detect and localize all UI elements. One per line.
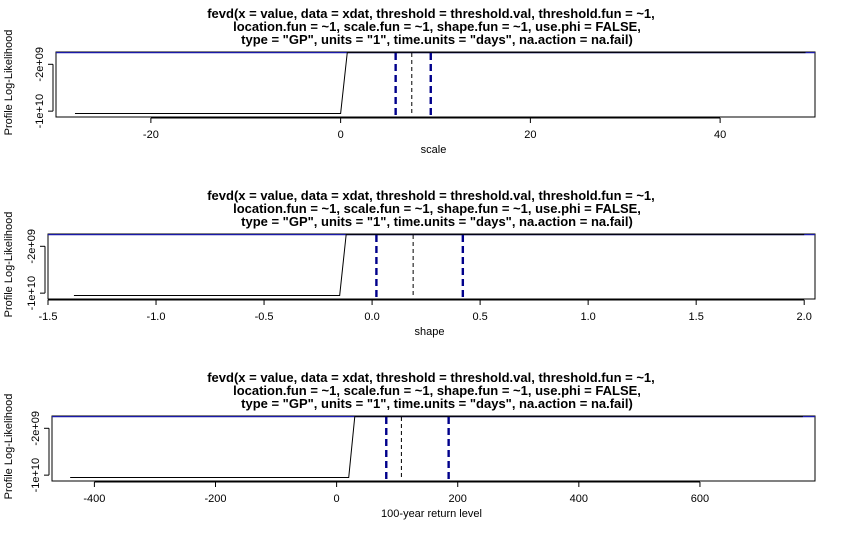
x-tick-label: 20 — [524, 129, 536, 141]
chart-title-line-2: location.fun = ~1, scale.fun = ~1, shape… — [233, 19, 641, 34]
y-tick-label: -1e+10 — [30, 458, 42, 493]
y-tick-label: -2e+09 — [30, 411, 42, 446]
x-tick-label: -1.5 — [39, 311, 58, 323]
chart-title-line-1: fevd(x = value, data = xdat, threshold =… — [207, 188, 655, 203]
chart-title-line-2: location.fun = ~1, scale.fun = ~1, shape… — [233, 383, 641, 398]
x-axis-label: 100-year return level — [381, 508, 482, 520]
profile-curve — [73, 234, 805, 296]
plot-frame — [51, 415, 816, 482]
x-tick-label: -200 — [204, 493, 226, 505]
y-axis-label: Profile Log-Likelihood — [3, 394, 15, 500]
x-tick-label: 400 — [570, 493, 588, 505]
x-tick-label: -0.5 — [255, 311, 274, 323]
profile-curve — [70, 416, 803, 478]
x-tick-label: 0 — [338, 129, 344, 141]
panel-2: fevd(x = value, data = xdat, threshold =… — [3, 188, 816, 338]
plot-frame — [47, 233, 816, 300]
x-tick-label: 600 — [691, 493, 709, 505]
x-axis-label: scale — [421, 144, 447, 156]
x-tick-label: -1.0 — [147, 311, 166, 323]
chart-title-line-2: location.fun = ~1, scale.fun = ~1, shape… — [233, 201, 641, 216]
x-tick-label: -20 — [143, 129, 159, 141]
x-axis-label: shape — [415, 326, 445, 338]
y-tick-label: -1e+10 — [34, 94, 46, 129]
x-tick-label: 1.0 — [580, 311, 595, 323]
profile-curve — [74, 52, 806, 114]
x-tick-label: 0.5 — [472, 311, 487, 323]
x-tick-label: 200 — [449, 493, 467, 505]
panel-3: fevd(x = value, data = xdat, threshold =… — [3, 370, 816, 520]
chart-title-line-1: fevd(x = value, data = xdat, threshold =… — [207, 370, 655, 385]
x-tick-label: 1.5 — [689, 311, 704, 323]
chart-title-line-3: type = "GP", units = "1", time.units = "… — [241, 214, 633, 229]
x-tick-label: 40 — [714, 129, 726, 141]
x-tick-label: 0.0 — [364, 311, 379, 323]
y-tick-label: -1e+10 — [26, 276, 38, 311]
panel-1: fevd(x = value, data = xdat, threshold =… — [3, 6, 816, 156]
y-axis-label: Profile Log-Likelihood — [3, 212, 15, 318]
y-axis-label: Profile Log-Likelihood — [3, 30, 15, 136]
chart-title-line-1: fevd(x = value, data = xdat, threshold =… — [207, 6, 655, 21]
chart-title-line-3: type = "GP", units = "1", time.units = "… — [241, 32, 633, 47]
x-tick-label: -400 — [83, 493, 105, 505]
plot-frame — [55, 51, 816, 118]
x-tick-label: 2.0 — [797, 311, 812, 323]
y-tick-label: -2e+09 — [34, 47, 46, 82]
y-tick-label: -2e+09 — [26, 229, 38, 264]
chart-title-line-3: type = "GP", units = "1", time.units = "… — [241, 396, 633, 411]
x-tick-label: 0 — [334, 493, 340, 505]
